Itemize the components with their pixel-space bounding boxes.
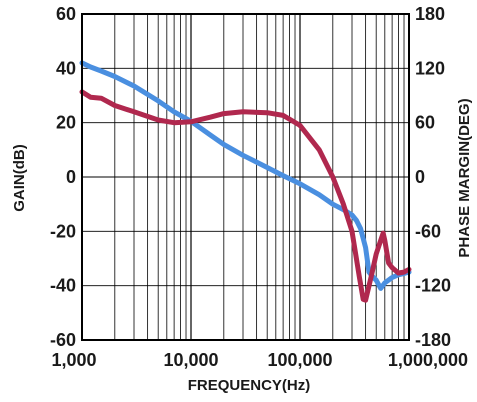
left-y-tick-label: -40 — [50, 276, 76, 296]
right-y-tick-label: -180 — [415, 330, 451, 350]
right-y-tick-label: -120 — [415, 276, 451, 296]
phase-margin-series-line — [79, 89, 412, 303]
right-y-tick-label: 180 — [415, 4, 445, 24]
right-y-tick-labels: 180 120 60 0 -60 -120 -180 — [415, 4, 451, 350]
series-group — [79, 60, 412, 303]
right-y-tick-label: -60 — [415, 221, 441, 241]
right-y-axis-title: PHASE MARGIN(DEG) — [456, 98, 473, 257]
gain-series-line — [79, 60, 412, 291]
left-y-tick-label: 20 — [56, 113, 76, 133]
x-tick-labels: 1,000 10,000 100,000 1,000,000 — [51, 350, 468, 370]
x-tick-label: 100,000 — [267, 350, 332, 370]
right-y-tick-label: 60 — [415, 113, 435, 133]
x-tick-label: 10,000 — [163, 350, 218, 370]
plot-frame — [81, 13, 410, 341]
right-y-tick-label: 0 — [415, 167, 425, 187]
left-y-tick-label: -60 — [50, 330, 76, 350]
left-y-tick-labels: 60 40 20 0 -20 -40 -60 — [50, 4, 76, 350]
x-axis-title: FREQUENCY(Hz) — [188, 377, 311, 394]
left-y-tick-label: -20 — [50, 221, 76, 241]
x-tick-label: 1,000,000 — [388, 350, 468, 370]
right-y-tick-label: 120 — [415, 58, 445, 78]
left-y-tick-label: 60 — [56, 4, 76, 24]
left-y-tick-label: 40 — [56, 58, 76, 78]
left-y-tick-label: 0 — [66, 167, 76, 187]
x-tick-label: 1,000 — [51, 350, 96, 370]
left-y-axis-title: GAIN(dB) — [11, 144, 28, 212]
